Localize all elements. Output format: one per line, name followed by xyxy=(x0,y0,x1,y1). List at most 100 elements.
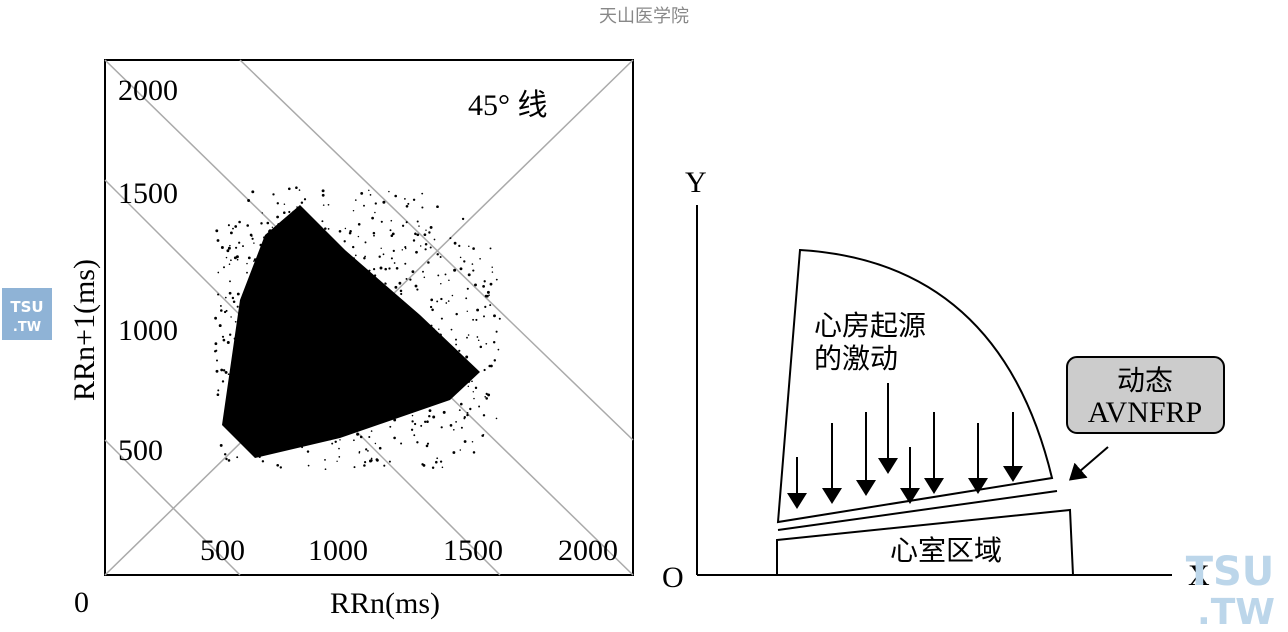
dot xyxy=(352,245,355,249)
dot xyxy=(405,277,408,280)
dot xyxy=(323,412,327,415)
dot xyxy=(426,442,430,445)
dot xyxy=(469,407,472,411)
dot xyxy=(277,302,281,305)
dot xyxy=(465,375,469,379)
dot xyxy=(253,383,257,387)
dot xyxy=(433,238,436,241)
dot xyxy=(220,368,224,372)
dot xyxy=(438,328,440,330)
dot xyxy=(302,289,305,293)
dot xyxy=(391,311,394,315)
dot xyxy=(451,386,455,389)
callout-text: 动态 xyxy=(1117,364,1173,397)
dot xyxy=(389,377,392,380)
dot xyxy=(334,440,337,443)
dot xyxy=(291,402,294,405)
dot xyxy=(217,271,220,274)
logo-text: .TW xyxy=(1197,592,1275,632)
dot xyxy=(378,255,381,258)
dot xyxy=(279,424,282,427)
dot xyxy=(389,229,392,232)
dot xyxy=(290,277,294,281)
dot xyxy=(394,285,398,289)
dot xyxy=(298,405,301,408)
dot xyxy=(411,414,414,417)
dot xyxy=(331,240,334,243)
dot xyxy=(246,413,249,416)
x-axis-label: X xyxy=(1188,559,1210,592)
dot xyxy=(262,437,265,440)
dot xyxy=(320,241,323,245)
dot xyxy=(251,190,255,194)
dot xyxy=(423,276,426,279)
x-axis-label: RRn(ms) xyxy=(330,587,440,620)
dot xyxy=(225,309,228,312)
dot xyxy=(354,199,357,201)
dot xyxy=(417,350,420,354)
dot xyxy=(430,366,433,370)
dot xyxy=(448,279,450,281)
dot xyxy=(413,422,417,426)
dot xyxy=(297,428,301,431)
dot xyxy=(299,436,302,439)
dot xyxy=(224,296,227,299)
dot xyxy=(479,345,483,349)
dot xyxy=(375,295,378,298)
dot xyxy=(343,266,346,269)
dot xyxy=(370,459,373,462)
dot xyxy=(431,466,435,470)
dot xyxy=(354,261,357,264)
dot xyxy=(339,439,341,441)
dot xyxy=(399,304,403,308)
dot xyxy=(371,285,374,288)
dot xyxy=(390,412,393,414)
dot xyxy=(372,231,376,235)
dot xyxy=(250,301,253,304)
dot xyxy=(394,194,398,198)
dot xyxy=(271,237,275,241)
dot xyxy=(246,224,249,227)
dot xyxy=(364,461,367,464)
dot xyxy=(359,399,363,402)
dot xyxy=(465,355,469,359)
dot xyxy=(264,284,266,286)
dot xyxy=(266,295,270,298)
dot xyxy=(305,216,308,219)
dot xyxy=(449,424,453,427)
dot xyxy=(294,241,298,245)
dot xyxy=(232,227,234,230)
dot xyxy=(352,209,355,212)
dot xyxy=(482,285,485,288)
dot xyxy=(260,377,263,380)
dot xyxy=(229,280,231,283)
dot xyxy=(340,428,343,431)
dot xyxy=(224,370,228,374)
dot xyxy=(239,430,242,434)
y-tick-label: 1500 xyxy=(118,177,178,210)
dot xyxy=(413,324,415,326)
dot xyxy=(428,414,431,418)
dot xyxy=(321,220,324,223)
dot xyxy=(289,227,292,230)
dot xyxy=(383,464,386,467)
dot xyxy=(303,198,307,201)
dot xyxy=(272,264,275,267)
dot xyxy=(379,266,383,270)
dot xyxy=(306,438,309,442)
dot xyxy=(285,239,288,242)
dot xyxy=(268,306,271,309)
dot xyxy=(406,351,408,353)
dot xyxy=(449,237,452,240)
dot xyxy=(251,370,254,373)
dot xyxy=(378,446,382,450)
dot xyxy=(356,400,358,403)
dot xyxy=(282,379,286,382)
dot xyxy=(283,243,286,246)
x-tick-label: 1500 xyxy=(443,534,503,567)
dot xyxy=(226,403,230,407)
dot xyxy=(467,385,470,388)
dot xyxy=(259,325,262,328)
dot xyxy=(393,262,396,264)
dot xyxy=(268,272,271,275)
